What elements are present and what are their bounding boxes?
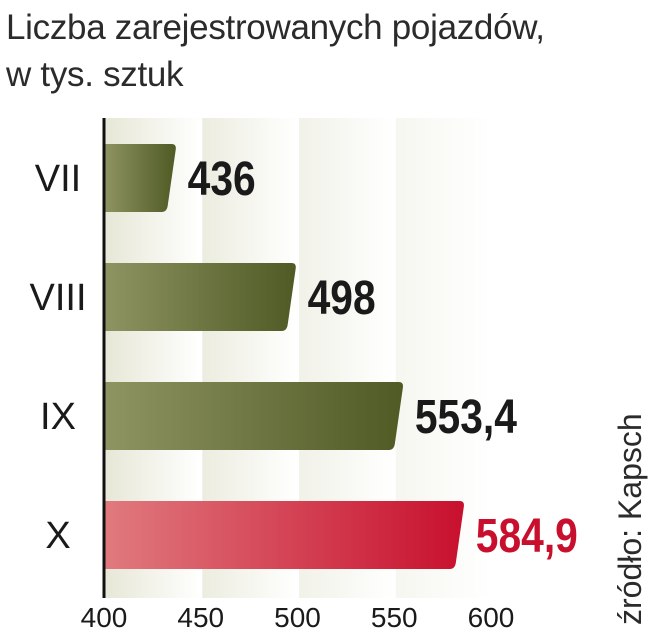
bars bbox=[104, 144, 464, 569]
chart-title-line-1: Liczba zarejestrowanych pojazdów, bbox=[6, 8, 545, 47]
x-tick-450: 450 bbox=[177, 602, 224, 633]
category-labels: VII VIII IX X bbox=[29, 158, 86, 557]
chart-title: Liczba zarejestrowanych pojazdów, w tys.… bbox=[6, 4, 606, 98]
value-labels: 436 498 553,4 584,9 bbox=[188, 153, 578, 563]
chart-title-line-2: w tys. sztuk bbox=[6, 55, 184, 94]
category-label-X: X bbox=[45, 515, 70, 557]
x-tick-400: 400 bbox=[81, 602, 128, 633]
value-label-X: 584,9 bbox=[476, 510, 578, 563]
bar-VIII bbox=[104, 263, 296, 331]
bar-VII bbox=[104, 144, 176, 212]
bar-IX bbox=[104, 382, 403, 450]
category-label-IX: IX bbox=[40, 396, 76, 438]
category-label-VII: VII bbox=[35, 158, 81, 200]
x-tick-600: 600 bbox=[468, 602, 515, 633]
bar-X bbox=[104, 501, 464, 569]
category-label-VIII: VIII bbox=[29, 277, 86, 319]
value-label-IX: 553,4 bbox=[415, 391, 517, 444]
x-tick-labels: 400 450 500 550 600 bbox=[81, 602, 515, 633]
value-label-VII: 436 bbox=[188, 153, 256, 206]
value-label-VIII: 498 bbox=[308, 272, 376, 325]
x-tick-550: 550 bbox=[371, 602, 418, 633]
source-note: źródło: Kapsch bbox=[612, 413, 648, 625]
x-tick-500: 500 bbox=[274, 602, 321, 633]
